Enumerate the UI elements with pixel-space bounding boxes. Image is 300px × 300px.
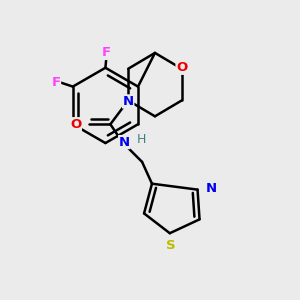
Text: H: H [136, 133, 146, 146]
Text: O: O [70, 118, 81, 131]
Text: N: N [206, 182, 217, 195]
Text: N: N [123, 95, 134, 108]
Text: F: F [102, 46, 111, 59]
Text: S: S [166, 238, 175, 252]
Text: O: O [176, 61, 187, 74]
Text: N: N [119, 136, 130, 148]
Text: F: F [51, 76, 61, 89]
